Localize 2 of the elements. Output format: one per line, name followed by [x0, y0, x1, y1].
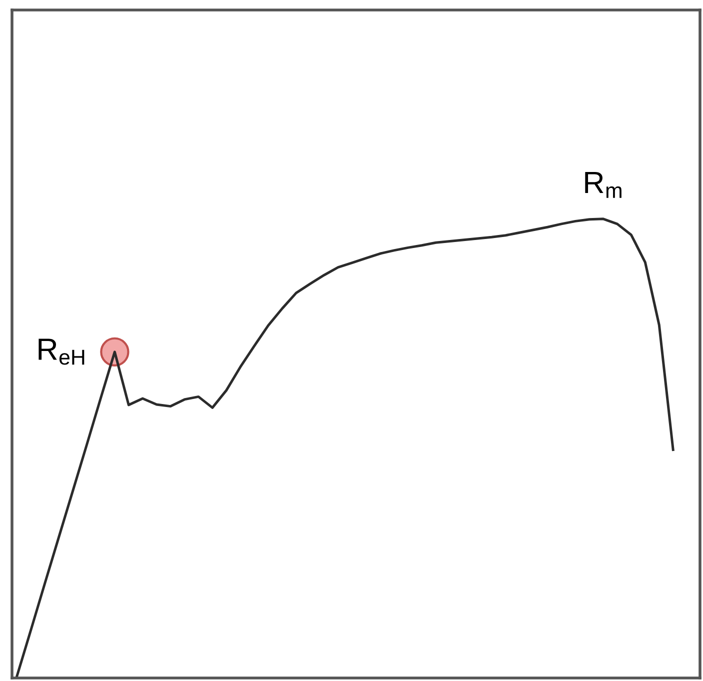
- annotation: R$_{eH}$: [38, 338, 84, 365]
- text: R$_{m}$: [585, 172, 622, 198]
